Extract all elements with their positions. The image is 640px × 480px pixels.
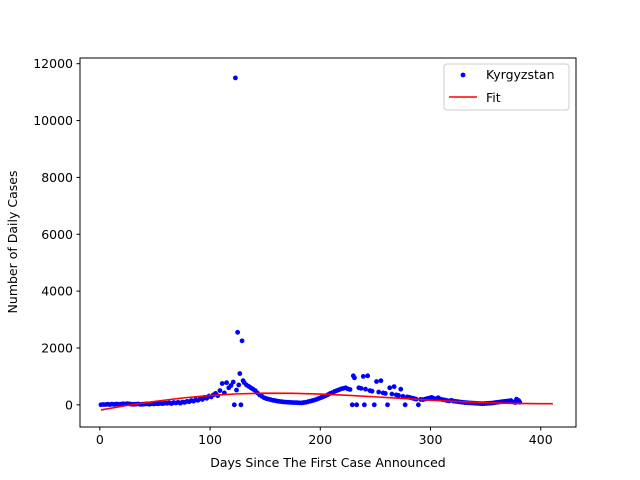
data-point (402, 402, 408, 408)
data-point (389, 391, 395, 397)
data-point (382, 391, 388, 396)
data-point (219, 381, 225, 386)
data-point (385, 402, 390, 408)
x-axis-label: Days Since The First Case Announced (210, 455, 446, 470)
data-point (376, 389, 382, 395)
data-point (239, 338, 245, 344)
y-tick-label: 10000 (33, 113, 73, 128)
data-point (349, 402, 355, 408)
data-point (391, 384, 397, 390)
legend-label-kyrgyzstan: Kyrgyzstan (486, 67, 555, 82)
fit-line (100, 392, 553, 411)
data-point (231, 402, 237, 408)
data-point (347, 387, 353, 392)
data-point (236, 382, 242, 388)
y-tick-label: 0 (65, 397, 73, 412)
data-point (369, 388, 375, 394)
data-point (233, 75, 238, 81)
data-point (398, 386, 404, 392)
y-tick-label: 2000 (41, 340, 73, 355)
x-tick-label: 200 (308, 432, 332, 447)
data-point (371, 402, 377, 408)
data-point (361, 402, 367, 408)
y-tick-label: 8000 (41, 170, 73, 185)
data-point (396, 393, 401, 398)
x-tick-label: 0 (96, 432, 104, 447)
x-tick-label: 300 (419, 432, 443, 447)
legend-box (443, 63, 570, 111)
y-axis-label: Number of Daily Cases (5, 171, 20, 314)
data-point (360, 374, 366, 379)
data-point (365, 373, 371, 379)
y-tick-label: 4000 (41, 284, 73, 299)
data-point (235, 329, 241, 335)
y-axis: 0 2000 4000 6000 8000 10000 12000 (33, 56, 80, 412)
data-point (234, 387, 239, 393)
x-tick-label: 100 (198, 432, 222, 447)
legend-marker-kyrgyzstan (460, 72, 466, 78)
legend: Kyrgyzstan Fit (443, 63, 570, 111)
y-tick-label: 12000 (33, 56, 73, 71)
y-tick-label: 6000 (41, 227, 73, 242)
data-point (230, 379, 236, 385)
data-point (354, 402, 360, 408)
data-point (374, 379, 379, 384)
data-point (237, 371, 243, 376)
data-point (228, 383, 234, 388)
legend-label-fit: Fit (486, 90, 501, 105)
axes-frame (79, 57, 577, 428)
data-point (217, 388, 223, 394)
x-tick-label: 400 (529, 432, 553, 447)
data-point (224, 380, 230, 386)
data-point (352, 375, 357, 381)
x-axis: 0 100 200 300 400 (96, 427, 553, 447)
data-point (238, 402, 244, 408)
data-point (378, 378, 384, 384)
data-point (400, 393, 406, 399)
data-point (358, 385, 364, 391)
data-point (415, 402, 421, 408)
data-point (363, 386, 368, 392)
plot-area (98, 75, 553, 411)
data-point (387, 385, 393, 391)
